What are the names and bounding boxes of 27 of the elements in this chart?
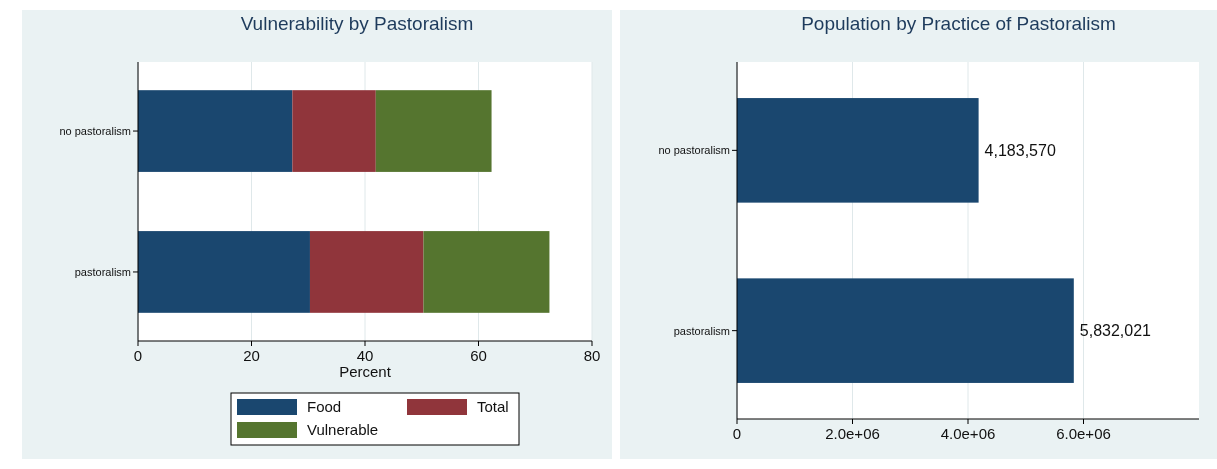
x-tick-label: 6.0e+06 xyxy=(1056,425,1111,442)
bar xyxy=(138,231,310,313)
x-tick-label: 60 xyxy=(470,347,487,364)
y-tick-label: no pastoralism xyxy=(658,144,730,157)
x-tick-label: 0 xyxy=(732,425,742,442)
x-tick-label: 20 xyxy=(243,347,260,364)
data-label: 5,832,021 xyxy=(1079,322,1152,340)
x-tick-label: 4.0e+06 xyxy=(940,425,996,442)
legend-label: Food xyxy=(307,398,342,416)
chart-title: Population by Practice of Pastoralism xyxy=(801,13,1116,34)
x-tick-label: 80 xyxy=(583,347,601,364)
y-tick-label: pastoralism xyxy=(74,265,131,278)
bar xyxy=(292,90,376,172)
chart-title: Vulnerability by Pastoralism xyxy=(240,13,474,34)
x-axis-title: Percent xyxy=(339,363,392,380)
x-tick-label: 2.0e+06 xyxy=(825,425,880,442)
y-tick-label: pastoralism xyxy=(673,324,730,337)
bar xyxy=(375,90,492,172)
bar xyxy=(309,231,424,313)
legend-label: Total xyxy=(477,398,509,416)
bar xyxy=(423,231,550,313)
data-label: 4,183,570 xyxy=(984,141,1056,159)
bar xyxy=(138,90,293,172)
y-tick-label: no pastoralism xyxy=(59,124,131,137)
x-tick-label: 40 xyxy=(356,347,374,364)
legend-label: Vulnerable xyxy=(307,421,379,439)
x-tick-label: 0 xyxy=(133,347,143,364)
